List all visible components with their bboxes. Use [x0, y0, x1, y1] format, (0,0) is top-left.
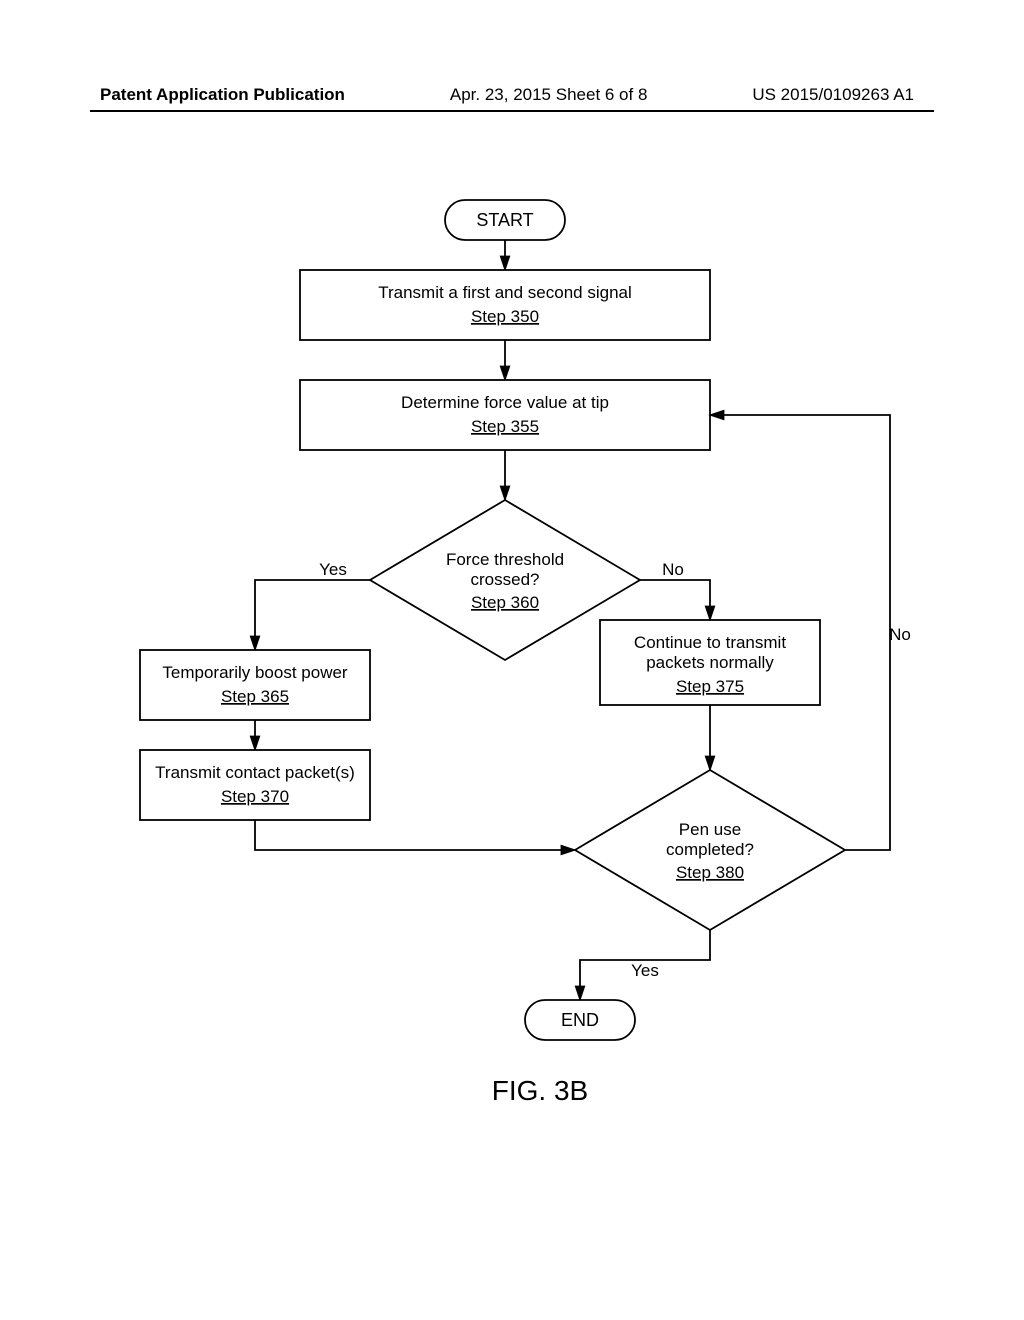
edge-370-380 — [255, 820, 575, 850]
node-380-step: Step 380 — [676, 863, 744, 882]
node-360-text1: Force threshold — [446, 550, 564, 569]
edge-380-end-label: Yes — [631, 961, 659, 980]
node-365 — [140, 650, 370, 720]
node-370-step: Step 370 — [221, 787, 289, 806]
node-375-step: Step 375 — [676, 677, 744, 696]
flowchart: START Transmit a first and second signal… — [100, 170, 920, 1220]
node-375-text1: Continue to transmit — [634, 633, 786, 652]
node-370 — [140, 750, 370, 820]
edge-380-355-label: No — [889, 625, 911, 644]
node-380-text2: completed? — [666, 840, 754, 859]
end-label: END — [561, 1010, 599, 1030]
header-mid: Apr. 23, 2015 Sheet 6 of 8 — [450, 85, 648, 105]
node-365-text: Temporarily boost power — [162, 663, 348, 682]
node-350-step: Step 350 — [471, 307, 539, 326]
header-right: US 2015/0109263 A1 — [752, 85, 914, 105]
node-350 — [300, 270, 710, 340]
node-370-text: Transmit contact packet(s) — [155, 763, 355, 782]
node-355-text: Determine force value at tip — [401, 393, 609, 412]
figure-label: FIG. 3B — [492, 1075, 588, 1106]
edge-360-365-label: Yes — [319, 560, 347, 579]
page-header: Patent Application Publication Apr. 23, … — [0, 85, 1024, 105]
node-355 — [300, 380, 710, 450]
node-355-step: Step 355 — [471, 417, 539, 436]
header-left: Patent Application Publication — [100, 85, 345, 105]
node-350-text: Transmit a first and second signal — [378, 283, 632, 302]
node-360-step: Step 360 — [471, 593, 539, 612]
node-375-text2: packets normally — [646, 653, 774, 672]
node-380-text1: Pen use — [679, 820, 741, 839]
edge-360-375-label: No — [662, 560, 684, 579]
node-365-step: Step 365 — [221, 687, 289, 706]
edge-360-375 — [640, 580, 710, 620]
header-rule — [90, 110, 934, 112]
node-360-text2: crossed? — [471, 570, 540, 589]
start-label: START — [476, 210, 533, 230]
edge-360-365 — [255, 580, 370, 650]
